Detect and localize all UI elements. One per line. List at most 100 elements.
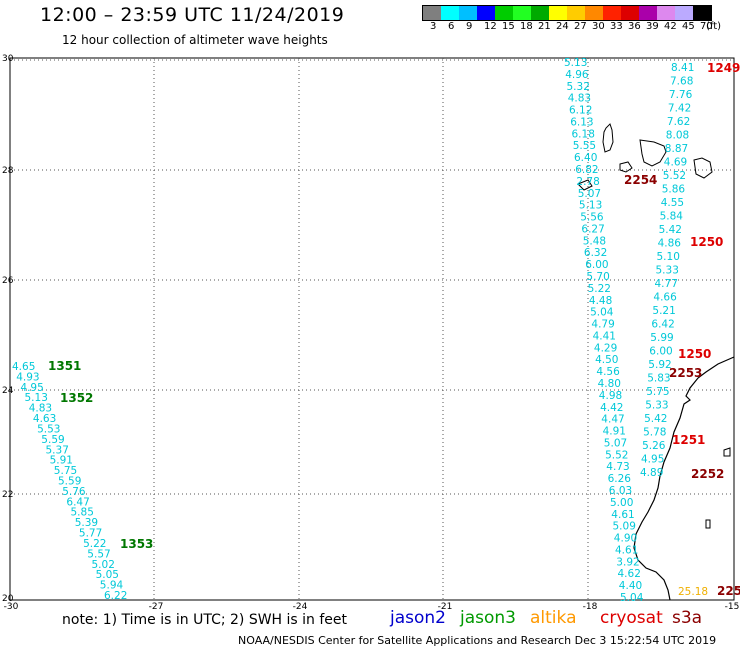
legend-swatch: [675, 6, 693, 20]
time-label-cryosat: 1249: [707, 61, 740, 75]
legend-swatch: [585, 6, 603, 20]
swh-value: 8.41: [671, 62, 694, 74]
swh-value: 4.96: [565, 69, 589, 81]
grid-lines: [10, 58, 734, 600]
islet-south: [705, 519, 711, 529]
legend-label: 15: [502, 21, 515, 32]
swh-value: 5.94: [100, 580, 124, 592]
africa-coastline: [633, 356, 735, 601]
swh-value: 4.79: [591, 319, 614, 331]
swh-value: 5.56: [580, 212, 604, 224]
swh-value: 5.75: [646, 386, 669, 398]
swh-value: 6.12: [569, 105, 592, 117]
swh-value: 6.40: [574, 152, 597, 164]
legend-swatch: [495, 6, 513, 20]
swh-value: 4.61: [615, 544, 638, 556]
islet-east: [723, 447, 731, 457]
swh-value: 2.78: [576, 176, 599, 188]
legend-label: 42: [664, 21, 677, 32]
island-tenerife: [619, 161, 633, 173]
swh-value: 5.07: [604, 437, 627, 449]
legend-swatch: [693, 6, 711, 20]
swh-value: 6.82: [575, 164, 598, 176]
legend-swatch: [567, 6, 585, 20]
swh-value: 5.59: [58, 476, 81, 488]
swh-value: 5.70: [586, 271, 609, 283]
swh-value: 5.22: [83, 538, 106, 550]
swh-value: 5.07: [578, 188, 601, 200]
swh-value: 5.52: [663, 170, 686, 182]
swh-value: 5.21: [652, 305, 675, 317]
x-tick-label: -18: [583, 602, 598, 612]
swh-value: 6.03: [609, 485, 632, 497]
swh-value: 5.02: [92, 559, 115, 571]
swh-value: 6.00: [585, 259, 608, 271]
sat-label-altika: altika: [530, 608, 577, 628]
swh-value: 4.95: [641, 454, 664, 466]
swh-value: 4.77: [655, 278, 678, 290]
x-tick-label: -27: [149, 602, 164, 612]
swh-value: 5.13: [579, 200, 602, 212]
legend-swatch: [657, 6, 675, 20]
swh-value: 4.63: [33, 413, 56, 425]
island-fuerteventura: [639, 139, 667, 167]
swh-value: 4.80: [598, 378, 621, 390]
swh-value: 5.10: [657, 251, 680, 263]
legend-label: 39: [646, 21, 659, 32]
swh-value: 5.92: [648, 359, 671, 371]
swh-value: 4.48: [589, 295, 612, 307]
swh-value: 4.47: [601, 414, 624, 426]
swh-value: 6.42: [651, 319, 674, 331]
swh-value: 5.55: [573, 140, 596, 152]
legend-swatch: [621, 6, 639, 20]
swh-value: 5.42: [659, 224, 682, 236]
swh-value: 5.76: [62, 486, 86, 498]
x-tick-label: -15: [725, 602, 740, 612]
swh-value: 5.59: [41, 434, 64, 446]
map-frame: [9, 57, 735, 601]
time-label-jason3: 1351: [48, 359, 81, 373]
swh-value: 8.87: [665, 143, 688, 155]
sat-label-jason2: jason2: [390, 608, 446, 628]
swh-value: 4.42: [600, 402, 623, 414]
y-axis-ticks: 30 28 26 24 22 20: [2, 54, 14, 604]
swh-value: 4.61: [611, 509, 634, 521]
legend-swatch: [549, 6, 567, 20]
swh-value: 5.33: [656, 265, 679, 277]
swh-value-altika: 25.18: [678, 586, 708, 598]
legend-label: 33: [610, 21, 623, 32]
swh-value: 4.89: [640, 467, 663, 479]
swh-value: 5.85: [71, 507, 94, 519]
swh-value: 7.76: [669, 89, 693, 101]
color-scale-labels: 3 6 9 12 15 18 21 24 27 30 33 36 39 42 45 70 (ft): [422, 21, 740, 33]
swh-value: 4.50: [595, 354, 618, 366]
color-scale-legend: [422, 5, 712, 21]
legend-swatch: [531, 6, 549, 20]
legend-swatch: [423, 6, 441, 20]
island-gran-canaria: [693, 157, 713, 179]
swh-value: 5.53: [37, 424, 60, 436]
swh-value: 4.56: [596, 366, 620, 378]
y-tick-label: 30: [2, 54, 14, 64]
swh-value: 4.93: [16, 371, 39, 383]
legend-label: 6: [448, 21, 455, 32]
swh-value: 5.77: [79, 528, 102, 540]
x-tick-label: -24: [293, 602, 308, 612]
legend-label: 3: [430, 21, 437, 32]
swh-value: 5.33: [645, 400, 668, 412]
swh-value: 4.98: [599, 390, 622, 402]
swh-value: 4.83: [568, 93, 591, 105]
swh-value: 5.22: [588, 283, 611, 295]
swh-value: 4.95: [20, 382, 43, 394]
swh-value: 4.91: [603, 426, 626, 438]
track-east-a: 5.134.965.324.836.126.136.185.556.406.82…: [564, 57, 644, 604]
swh-value: 5.39: [75, 517, 98, 529]
track-east-b: 8.41 7.687.76 7.427.62 8.088.87 4.695.52 5.86…: [640, 62, 694, 479]
swh-value: 6.32: [584, 247, 607, 259]
legend-swatch: [639, 6, 657, 20]
time-label-s3a: 225: [717, 584, 740, 598]
time-label-s3a: 2252: [691, 467, 724, 481]
swh-value: 5.26: [642, 440, 666, 452]
y-tick-label: 22: [2, 490, 13, 500]
swh-value: 4.66: [653, 292, 677, 304]
